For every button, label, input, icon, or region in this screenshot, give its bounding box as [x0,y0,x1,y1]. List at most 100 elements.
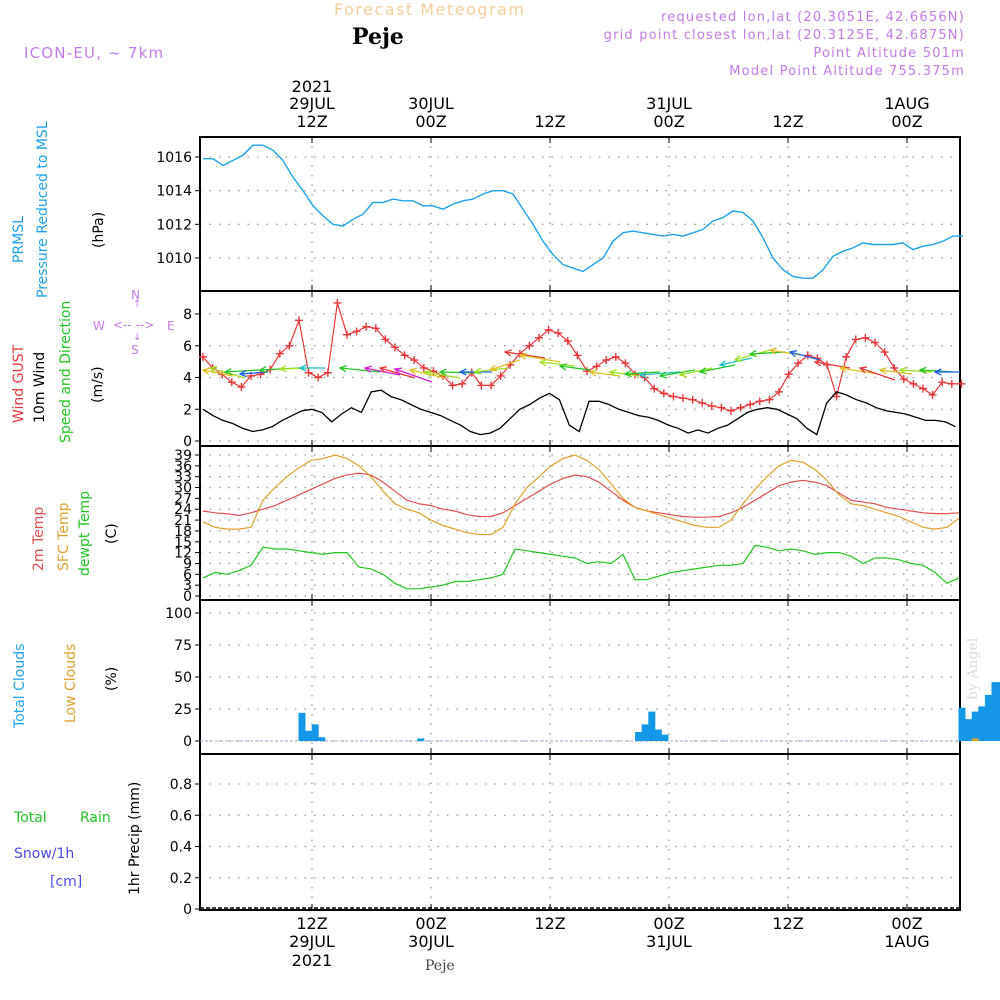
temperature-y-tick-label: 18 [174,524,192,540]
wind-direction-arrow [224,369,261,373]
wind-gust-marker [938,378,947,387]
wind-direction-arrow [839,367,879,375]
compass-south: S [131,343,139,357]
snow-cm-label: [cm] [50,874,83,890]
wind-gust-marker [525,341,534,350]
total-clouds-bar [978,706,986,741]
model-altitude: Model Point Altitude 755.375m [729,64,965,79]
temperature-panel [199,445,961,601]
wind-direction-arrowhead [438,368,447,376]
wind-direction-arrow [749,351,786,355]
wind-direction-arrowhead [538,359,547,367]
clouds-y-tick-label: 50 [174,670,192,686]
wind-gust-marker [765,395,774,404]
precip-y-tick-label: 0.4 [170,840,192,856]
wind-direction-arrowhead [678,370,687,378]
wind-gust-marker [563,336,572,345]
wind-gust-marker [621,359,630,368]
wind-gust-marker [352,327,361,336]
wind-gust-marker [544,325,553,334]
wind-gust-marker [400,351,409,360]
precip-y-tick-label: 0 [183,902,192,918]
wind-direction-arrow [424,371,461,379]
wind-gust-marker [295,316,303,325]
wind-gust-marker [410,356,419,365]
wind-direction-arrow [394,368,433,383]
top-time-label-hour: 12Z [296,112,327,131]
wind-direction-arrow [679,367,713,376]
wind-direction-arrowhead [838,365,847,373]
wind-direction-arrowhead [858,366,867,374]
precip-y-tick-label: 0.2 [170,871,192,887]
compass-west: W [93,319,105,333]
wind-gust-marker [458,379,467,388]
model-name: ICON-EU, ~ 7km [24,44,165,62]
wind-direction-arrowhead [918,366,927,374]
wind-direction-arrow [504,351,546,359]
top-time-label-hour: 00Z [415,112,446,131]
wind-gust-marker [727,406,735,415]
wind-gust-marker [909,379,918,388]
wind-direction-arrowhead [201,367,210,375]
wind-gust-marker [947,379,956,388]
top-time-label-year: 2021 [292,77,333,96]
wind-gust-marker [573,351,582,360]
top-time-label-hour: 12Z [772,112,803,131]
top-time-label-hour: 12Z [534,112,565,131]
wind-gust-marker [755,397,764,406]
total-clouds-bar [641,724,649,741]
temperature-y-tick-label: 0 [183,589,192,605]
clouds-y-tick-label: 100 [165,606,192,622]
wind-y-tick-label: 2 [183,402,192,418]
wind-gust-marker [304,368,313,377]
pressure-y-tick-label: 1010 [156,251,192,267]
wind-direction-arrowhead [503,349,512,357]
temperature-y-tick-label: 21 [174,513,192,529]
temperature-y-tick-label: 12 [174,546,192,562]
wind-gust-marker [333,298,342,307]
wind-direction-arrowhead [458,368,467,376]
requested-location: requested lon,lat (20.3051E, 42.6656N) [660,10,965,25]
temperature-y-tick-label: 33 [174,470,192,486]
wind-direction-arrow [719,357,753,366]
compass-arrow-up: ↑ [133,299,142,310]
wind-gust-marker [199,352,207,361]
total-clouds-bar [991,682,999,741]
total-clouds-bar [998,682,1000,741]
wind-gust-marker [794,359,803,368]
wind-direction-arrowhead [488,364,497,372]
total-clouds-bar [298,712,306,741]
snow-label: Snow/1h [14,846,75,862]
wind-gust-line [202,302,962,412]
rain-total-label: Total [14,810,47,826]
wind-gust-marker [659,389,668,398]
top-time-label-hour: 00Z [653,112,684,131]
wind-direction-arrowhead [363,365,372,373]
wind-gust-marker [611,352,620,361]
wind-direction-arrow [879,369,913,375]
total-clouds-bar [318,737,326,741]
wind-10m-line [202,389,956,436]
wind-direction-arrowhead [408,367,417,375]
pressure-y-tick-label: 1016 [156,150,192,166]
top-time-label-date: 31JUL [646,94,692,113]
wind-gust-marker [237,383,246,392]
wind-gust-marker [343,330,351,339]
wind-gust-marker [381,335,390,344]
wind-gust-marker [371,324,380,333]
total-clouds-bar [417,738,425,741]
top-time-label-date: 29JUL [289,94,335,113]
wind-direction-arrow [439,371,479,374]
temperature-y-tick-label: 24 [174,502,192,518]
temp-dewpt-line [202,544,960,590]
wind-direction-arrowhead [298,364,307,372]
wind-gust-marker [256,370,265,379]
bottom-time-label-date: 30JUL [408,932,454,951]
compass-arrow-down: ↓ [133,332,142,343]
wind-gust-marker [736,403,745,412]
wind-direction-arrow [489,359,521,371]
wind-gust-marker [602,356,611,365]
top-time-label-date: 30JUL [408,94,454,113]
wind-direction-arrowhead [898,366,907,374]
